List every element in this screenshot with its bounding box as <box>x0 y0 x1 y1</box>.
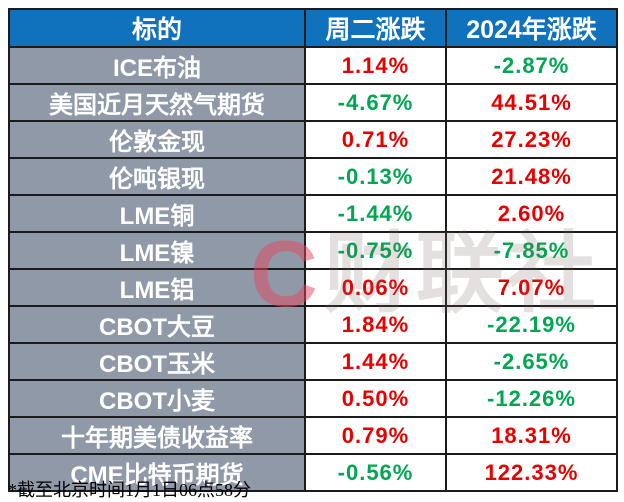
table-row: 伦吨银现 -0.13% 21.48% <box>8 157 618 196</box>
asset-label: LME镍 <box>8 231 306 270</box>
table-row: 十年期美债收益率 0.79% 18.31% <box>8 416 618 455</box>
table-row: CBOT玉米 1.44% -2.65% <box>8 342 618 381</box>
asset-label: 十年期美债收益率 <box>8 416 306 455</box>
asset-label: CBOT小麦 <box>8 379 306 418</box>
ytd-change-cell: 27.23% <box>445 120 618 159</box>
ytd-change-cell: -2.65% <box>445 342 618 381</box>
col-header-asset: 标的 <box>8 8 306 48</box>
ytd-change-cell: -7.85% <box>445 231 618 270</box>
ytd-change-cell: 7.07% <box>445 268 618 307</box>
col-header-tuesday-change: 周二涨跌 <box>304 8 447 48</box>
table-row: CME比特币期货 -0.56% 122.33% <box>8 453 618 492</box>
header-row: 标的 周二涨跌 2024年涨跌 <box>8 8 618 48</box>
ytd-change-cell: 18.31% <box>445 416 618 455</box>
tuesday-change-cell: 0.50% <box>304 379 447 418</box>
ytd-change-cell: -12.26% <box>445 379 618 418</box>
ytd-change-cell: 2.60% <box>445 194 618 233</box>
table-row: CBOT大豆 1.84% -22.19% <box>8 305 618 344</box>
table-row: ICE布油 1.14% -2.87% <box>8 46 618 85</box>
ytd-change-cell: -2.87% <box>445 46 618 85</box>
tuesday-change-cell: 1.84% <box>304 305 447 344</box>
timestamp-footnote: *截至北京时间1月1日06点58分 <box>8 480 251 500</box>
tuesday-change-cell: 0.06% <box>304 268 447 307</box>
ytd-change-cell: 44.51% <box>445 83 618 122</box>
tuesday-change-cell: -4.67% <box>304 83 447 122</box>
tuesday-change-cell: -0.13% <box>304 157 447 196</box>
table-row: LME铜 -1.44% 2.60% <box>8 194 618 233</box>
ytd-change-cell: -22.19% <box>445 305 618 344</box>
table-row: LME镍 -0.75% -7.85% <box>8 231 618 270</box>
tuesday-change-cell: 0.71% <box>304 120 447 159</box>
asset-label: CBOT玉米 <box>8 342 306 381</box>
ytd-change-cell: 21.48% <box>445 157 618 196</box>
tuesday-change-cell: 1.44% <box>304 342 447 381</box>
table-row: 伦敦金现 0.71% 27.23% <box>8 120 618 159</box>
col-header-2024-change: 2024年涨跌 <box>445 8 618 48</box>
tuesday-change-cell: 1.14% <box>304 46 447 85</box>
asset-label: 伦敦金现 <box>8 120 306 159</box>
asset-label: CBOT大豆 <box>8 305 306 344</box>
table-row: LME铝 0.06% 7.07% <box>8 268 618 307</box>
table-row: CBOT小麦 0.50% -12.26% <box>8 379 618 418</box>
tuesday-change-cell: -1.44% <box>304 194 447 233</box>
ytd-change-cell: 122.33% <box>445 453 618 492</box>
tuesday-change-cell: 0.79% <box>304 416 447 455</box>
asset-label: CME比特币期货 <box>8 453 306 492</box>
asset-label: 美国近月天然气期货 <box>8 83 306 122</box>
tuesday-change-cell: -0.75% <box>304 231 447 270</box>
market-change-table: 标的 周二涨跌 2024年涨跌 ICE布油 1.14% -2.87% 美国近月天… <box>8 8 618 492</box>
asset-label: LME铜 <box>8 194 306 233</box>
asset-label: LME铝 <box>8 268 306 307</box>
tuesday-change-cell: -0.56% <box>304 453 447 492</box>
asset-label: 伦吨银现 <box>8 157 306 196</box>
table-row: 美国近月天然气期货 -4.67% 44.51% <box>8 83 618 122</box>
asset-label: ICE布油 <box>8 46 306 85</box>
